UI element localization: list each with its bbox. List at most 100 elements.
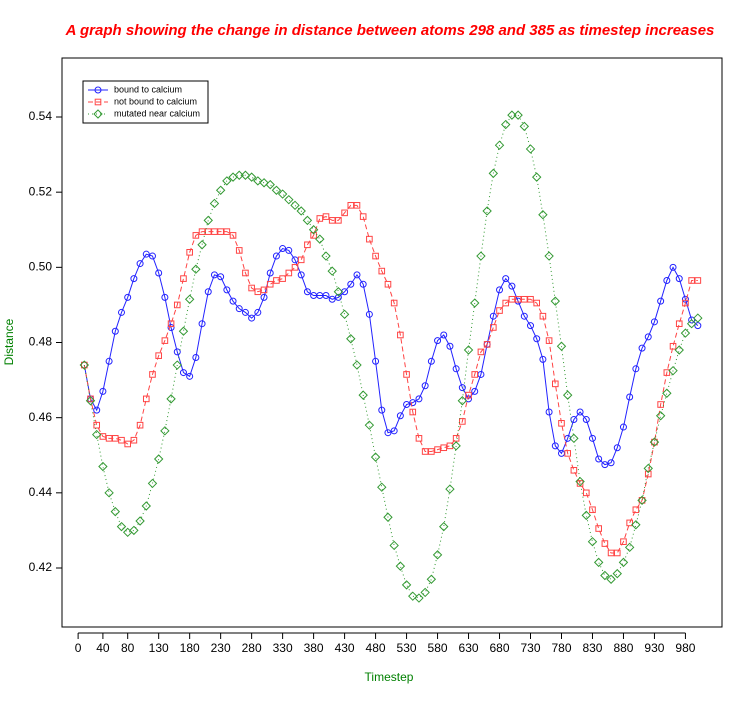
data-point [396, 412, 404, 420]
data-point [452, 435, 460, 442]
data-point [421, 382, 429, 390]
data-point [322, 292, 330, 300]
data-point [241, 308, 249, 316]
data-point [649, 437, 660, 447]
data-point [191, 264, 201, 274]
legend-label: not bound to calcium [114, 96, 197, 106]
data-point [308, 225, 319, 235]
data-point [254, 308, 262, 316]
data-point [364, 420, 375, 430]
data-point [601, 461, 609, 469]
data-point [570, 466, 578, 474]
data-point [507, 110, 517, 120]
data-point [277, 189, 288, 199]
data-point [209, 198, 220, 209]
data-point [384, 280, 392, 288]
data-point [271, 185, 282, 195]
data-point [246, 172, 257, 182]
data-point [626, 393, 634, 401]
data-point [533, 299, 541, 307]
data-point [446, 342, 454, 350]
data-point [210, 271, 218, 279]
data-point [99, 387, 107, 395]
data-point [513, 110, 523, 120]
data-point [328, 295, 336, 303]
x-axis-label: Timestep [365, 670, 414, 684]
data-point [234, 170, 244, 180]
data-point [370, 452, 381, 462]
data-point [638, 497, 646, 504]
data-point [93, 406, 101, 414]
data-point [439, 521, 449, 532]
x-tick-label: 730 [520, 641, 540, 655]
x-tick-label: 980 [675, 641, 695, 655]
data-point [184, 294, 195, 304]
data-point [675, 275, 683, 283]
data-point [166, 394, 176, 404]
data-point [347, 280, 355, 288]
data-point [304, 241, 311, 249]
data-point [172, 360, 182, 370]
data-point [118, 436, 125, 444]
data-point [296, 206, 306, 216]
data-point [129, 525, 139, 536]
data-point [675, 320, 683, 328]
data-point [378, 267, 386, 275]
data-point [291, 264, 299, 271]
data-point [638, 344, 646, 352]
data-point [613, 444, 621, 452]
data-point [440, 331, 448, 339]
data-point [111, 327, 119, 335]
data-point [197, 240, 207, 250]
data-point [173, 301, 181, 309]
data-point [556, 341, 567, 351]
data-point [211, 228, 218, 235]
data-point [570, 416, 578, 424]
legend-marker [93, 109, 103, 119]
data-point [606, 574, 616, 584]
data-point [79, 360, 90, 370]
data-point [186, 249, 193, 256]
data-point [457, 396, 468, 406]
data-point [85, 396, 96, 406]
data-point [285, 269, 293, 277]
data-point [482, 206, 492, 216]
data-point [81, 361, 88, 369]
data-point [203, 215, 213, 226]
data-point [111, 435, 119, 442]
data-point [538, 210, 548, 220]
y-axis-label: Distance [2, 318, 16, 365]
data-point [110, 506, 121, 517]
data-point [290, 200, 300, 211]
data-point [674, 345, 684, 355]
x-tick-label: 880 [613, 641, 633, 655]
data-point [366, 235, 373, 243]
data-point [576, 408, 584, 416]
data-point [595, 455, 603, 463]
data-point [669, 342, 677, 350]
data-point [409, 408, 417, 416]
data-point [607, 549, 615, 557]
data-point [558, 420, 565, 427]
data-point [235, 247, 243, 254]
data-point [463, 345, 474, 355]
data-point [470, 298, 480, 308]
data-point [259, 178, 269, 188]
data-point [544, 251, 554, 261]
data-point [142, 395, 150, 403]
data-point [525, 144, 536, 154]
x-tick-label: 230 [211, 641, 231, 655]
data-point [663, 276, 671, 284]
data-point [346, 334, 356, 344]
chart-title: A graph showing the change in distance b… [65, 22, 715, 39]
data-point [564, 450, 571, 457]
data-point [384, 429, 392, 437]
data-point [155, 352, 162, 359]
data-point [531, 172, 542, 182]
x-tick-label: 580 [428, 641, 448, 655]
x-tick-label: 480 [366, 641, 386, 655]
data-point [161, 293, 169, 301]
data-point [186, 372, 194, 380]
data-point [315, 234, 325, 244]
data-point [607, 459, 615, 467]
